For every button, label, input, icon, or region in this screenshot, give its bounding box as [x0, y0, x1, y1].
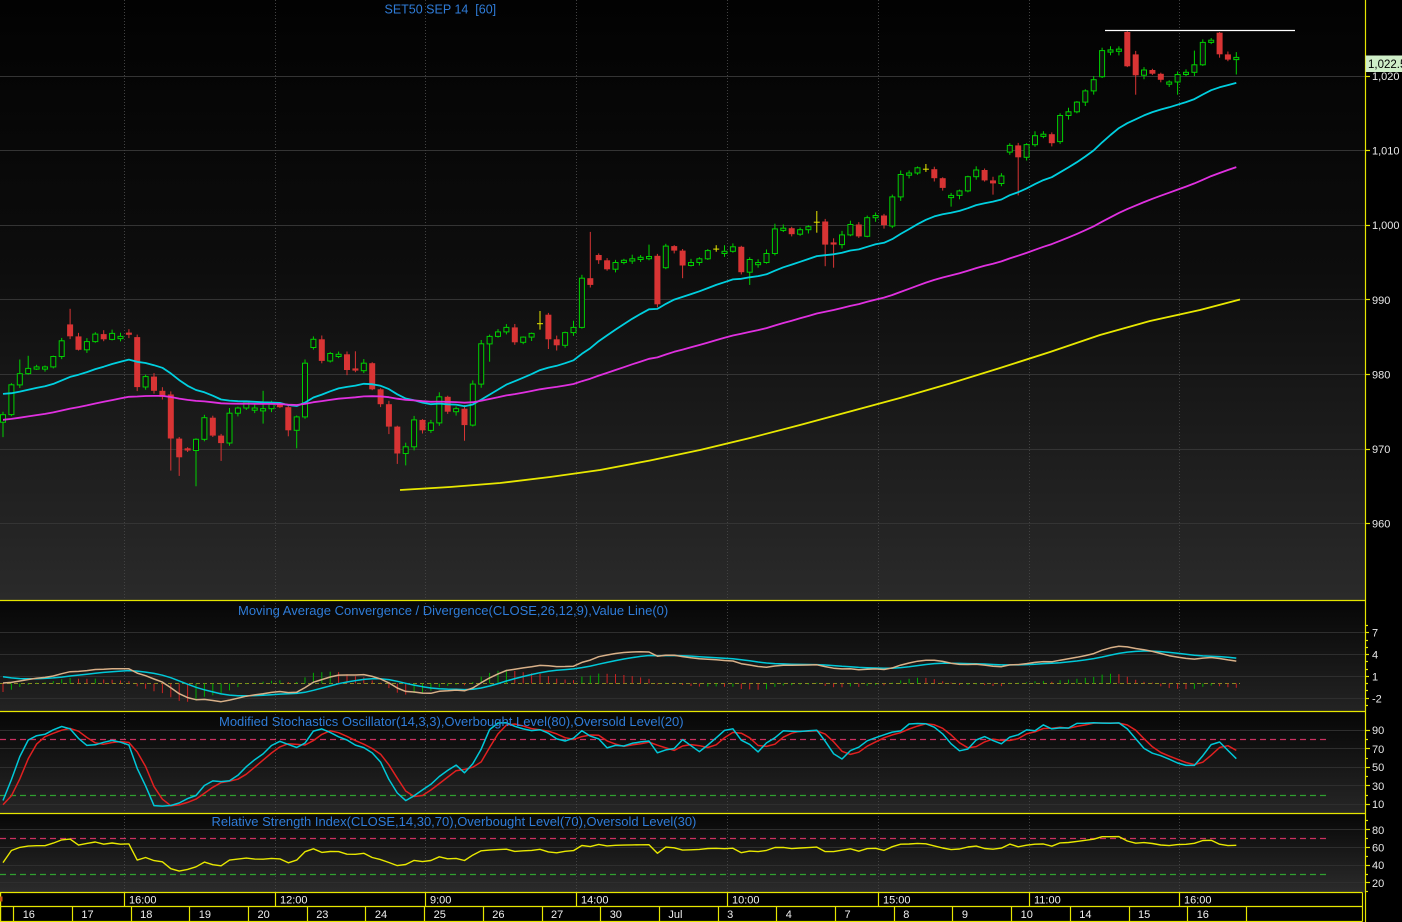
- svg-text:40: 40: [1372, 860, 1384, 872]
- svg-text:18: 18: [140, 909, 152, 921]
- svg-text:11:00: 11:00: [1034, 894, 1061, 906]
- svg-text:Relative Strength Index(CLOSE,: Relative Strength Index(CLOSE,14,30,70),…: [212, 814, 697, 829]
- svg-text:27: 27: [551, 909, 563, 921]
- svg-text:70: 70: [1372, 744, 1384, 756]
- svg-text:19: 19: [199, 909, 211, 921]
- svg-text:1,000: 1,000: [1372, 220, 1400, 232]
- svg-text:980: 980: [1372, 369, 1390, 381]
- svg-text:Moving Average Convergence / D: Moving Average Convergence / Divergence(…: [238, 603, 668, 618]
- svg-text:15:00: 15:00: [883, 894, 911, 906]
- svg-text:20: 20: [258, 909, 270, 921]
- svg-text:16:00: 16:00: [129, 894, 157, 906]
- svg-text:15: 15: [1138, 909, 1150, 921]
- svg-text:SET50 SEP 14 [60]: SET50 SEP 14 [60]: [385, 3, 497, 17]
- svg-text:1: 1: [1372, 671, 1378, 683]
- svg-text:10: 10: [1372, 799, 1384, 811]
- svg-text:16: 16: [23, 909, 35, 921]
- svg-text:60: 60: [1372, 843, 1384, 855]
- svg-text:-2: -2: [1372, 693, 1382, 705]
- svg-text:Modified Stochastics Oscillato: Modified Stochastics Oscillator(14,3,3),…: [219, 714, 684, 729]
- svg-text:9:00: 9:00: [430, 894, 451, 906]
- svg-text:14: 14: [1079, 909, 1091, 921]
- svg-text:26: 26: [492, 909, 504, 921]
- svg-text:1,010: 1,010: [1372, 146, 1400, 158]
- svg-text:30: 30: [1372, 781, 1384, 793]
- svg-text:17: 17: [81, 909, 93, 921]
- svg-text:7: 7: [1372, 628, 1378, 640]
- svg-text:16: 16: [1197, 909, 1209, 921]
- svg-text:23: 23: [316, 909, 328, 921]
- svg-text:20: 20: [1372, 878, 1384, 890]
- svg-text:8: 8: [903, 909, 909, 921]
- svg-text:990: 990: [1372, 295, 1390, 307]
- svg-text:30: 30: [610, 909, 622, 921]
- svg-text:10:00: 10:00: [732, 894, 760, 906]
- svg-text:80: 80: [1372, 825, 1384, 837]
- svg-text:25: 25: [434, 909, 446, 921]
- svg-text:12:00: 12:00: [280, 894, 308, 906]
- svg-text:4: 4: [1372, 650, 1378, 662]
- svg-text:1,020: 1,020: [1372, 71, 1400, 83]
- svg-text:1,022.5: 1,022.5: [1368, 59, 1402, 71]
- svg-text:4: 4: [786, 909, 792, 921]
- svg-text:3: 3: [727, 909, 733, 921]
- svg-text:Jul: Jul: [668, 909, 682, 921]
- svg-text:16:00: 16:00: [1184, 894, 1212, 906]
- svg-text:90: 90: [1372, 725, 1384, 737]
- svg-text:50: 50: [1372, 762, 1384, 774]
- svg-text:24: 24: [375, 909, 387, 921]
- svg-text:960: 960: [1372, 519, 1390, 531]
- svg-text:14:00: 14:00: [581, 894, 609, 906]
- svg-text:10: 10: [1021, 909, 1033, 921]
- svg-text:970: 970: [1372, 444, 1390, 456]
- svg-text:7: 7: [845, 909, 851, 921]
- svg-text:9: 9: [962, 909, 968, 921]
